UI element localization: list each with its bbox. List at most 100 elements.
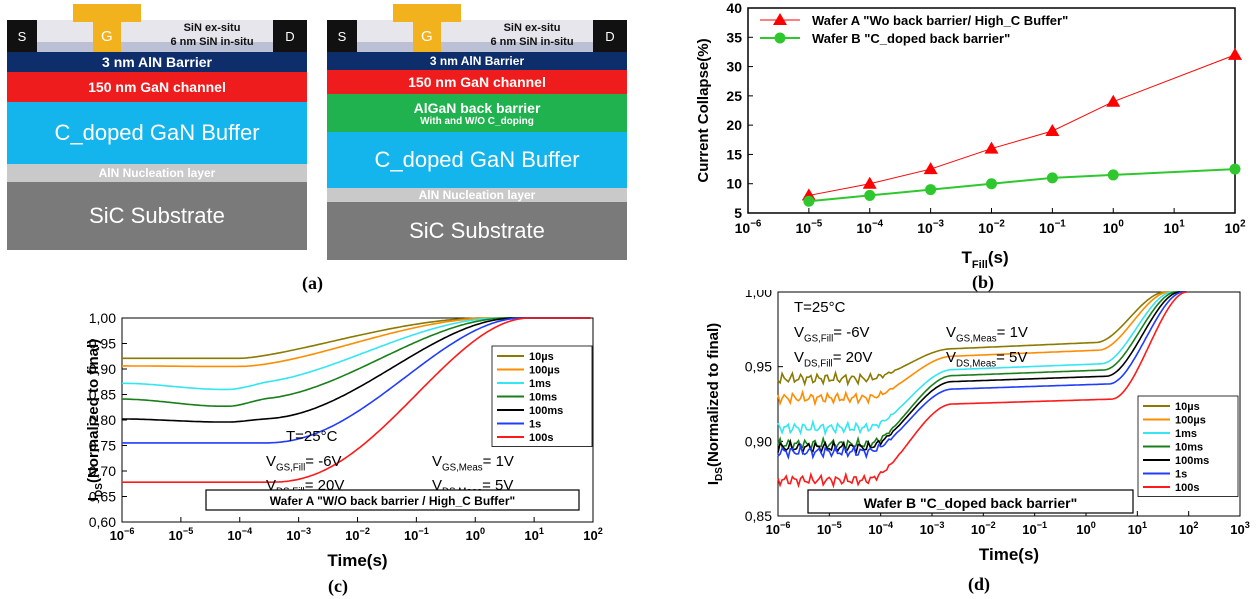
x-tick-label: 101 [1164, 219, 1186, 236]
annotation-temperature: T=25°C [286, 428, 338, 445]
x-tick-label: 10−6 [735, 219, 762, 236]
gate-contact: G [93, 20, 121, 52]
series-line-1s [777, 291, 1187, 461]
caption-d: (d) [968, 574, 990, 594]
x-tick-label: 10−1 [1022, 520, 1047, 537]
data-point-circle [1107, 169, 1119, 181]
y-tick-label: 20 [726, 117, 742, 133]
x-axis-label: Time(s) [979, 545, 1039, 564]
wafer-label-box [807, 489, 1134, 514]
structure-diagram-wafer-b: S D G SiN ex-situ 6 nm SiN in-situ 3 nm AlN B… [327, 2, 627, 260]
caption-c: (c) [328, 576, 348, 596]
y-axis-label: IDS(Normalized to final) [705, 323, 725, 485]
x-tick-label: 10−2 [971, 520, 996, 537]
x-tick-label: 10−3 [920, 520, 945, 537]
x-tick-label: 10−6 [766, 520, 791, 537]
data-point-circle [925, 184, 937, 196]
series-line-100s [122, 317, 591, 483]
x-tick-label: 100 [1076, 520, 1096, 537]
y-tick-label: 0,90 [89, 361, 116, 377]
layer-3-nm-aln-barrier: 3 nm AlN Barrier [7, 52, 307, 72]
plot-frame [777, 291, 1241, 517]
series-line-1ms [777, 291, 1187, 437]
x-tick-label: 101 [1128, 520, 1148, 537]
layer-c-doped-gan-buffer: C_doped GaN Buffer [7, 102, 307, 164]
x-axis-label: Time(s) [327, 551, 387, 570]
x-tick-label: 10−5 [796, 219, 823, 236]
series-line-10us [777, 291, 1187, 387]
layer-aln-nucleation-layer: AlN Nucleation layer [327, 188, 627, 202]
chart-b-current-collapse: 10−6 10−5 10−4 10−3 10−2 10−1 100 101 102 5 10 15 20… [695, 0, 1246, 268]
x-tick-label: 10−3 [917, 219, 944, 236]
layer-150-nm-gan-channel: 150 nm GaN channel [327, 70, 627, 94]
layer-sic-substrate: SiC Substrate [327, 202, 627, 260]
sin-insitu-layer [357, 42, 597, 52]
sin-ex-situ-label: SiN ex-situ [183, 22, 241, 34]
y-tick-label: 1,00 [89, 310, 116, 326]
wafer-label-box [205, 489, 580, 511]
y-tick-label: 10 [726, 176, 742, 192]
x-tick-label: 10−2 [345, 526, 370, 543]
x-tick-label: 10−5 [817, 520, 842, 537]
y-tick-label: 0,95 [89, 336, 116, 352]
chart-d-wafer-b-transient: 10−6 10−5 10−4 10−3 10−2 10−1 100 101 102 103 0,85… [705, 290, 1250, 564]
series-line-1s [122, 317, 591, 444]
x-tick-label: 103 [1230, 520, 1250, 537]
y-tick-label: 0,60 [89, 514, 116, 530]
source-contact: S [7, 20, 37, 52]
x-tick-label: 10−1 [404, 526, 429, 543]
drain-contact: D [273, 20, 307, 52]
legend-label: 10µs [529, 351, 554, 363]
legend-label: 100ms [529, 405, 563, 417]
annotation-vds-meas: VDS,Meas= 5V [946, 349, 1027, 370]
sin-ex-situ-label: SiN ex-situ [503, 22, 561, 34]
data-point-circle [864, 189, 876, 201]
annotation-vgs-fill: VGS,Fill= -6V [266, 453, 342, 474]
annotation-vgs-meas: VGS,Meas= 1V [946, 324, 1028, 345]
sin-in-situ-label: 6 nm SiN in-situ [490, 36, 574, 48]
data-point-circle [803, 195, 815, 207]
sin-in-situ-label: 6 nm SiN in-situ [170, 36, 254, 48]
data-point-triangle [1106, 94, 1121, 107]
y-tick-label: 15 [726, 146, 742, 162]
annotation-vds-fill: VDS,Fill= 20V [794, 349, 872, 370]
layer-sic-substrate: SiC Substrate [7, 182, 307, 250]
data-point-triangle [1228, 47, 1242, 60]
layer-aln-nucleation-layer: AlN Nucleation layer [7, 164, 307, 182]
y-tick-label: 0,85 [745, 508, 772, 524]
x-tick-label: 10−1 [1039, 219, 1066, 236]
x-axis-label: TFill(s) [962, 248, 1009, 268]
gate-head [73, 4, 141, 22]
series-line-100us [777, 291, 1187, 407]
sin-insitu-layer [37, 42, 277, 52]
y-axis-label: IDS(Normalized to final) [85, 339, 105, 501]
legend-marker [773, 13, 787, 25]
y-tick-label: 0,70 [89, 463, 116, 479]
legend-label: 10ms [529, 392, 557, 404]
x-tick-label: 10−4 [856, 219, 883, 236]
wafer-label: Wafer B "C_doped back barrier" [864, 495, 1077, 511]
legend-label: 100s [529, 432, 553, 444]
legend-label: 1ms [1175, 428, 1197, 440]
legend-label: 100µs [529, 365, 560, 377]
data-point-triangle [984, 141, 999, 154]
x-tick-label: 10−3 [286, 526, 311, 543]
legend-label: 10µs [1175, 401, 1200, 413]
series-line-100s [777, 291, 1187, 489]
x-tick-label: 102 [1179, 520, 1199, 537]
annotation-temperature: T=25°C [794, 299, 846, 316]
caption-b: (b) [972, 272, 994, 292]
legend-label: Wafer A "Wo back barrier/ High_C Buffer" [812, 13, 1068, 28]
legend-label: 100µs [1175, 415, 1206, 427]
data-point-triangle [1045, 124, 1060, 136]
y-tick-label: 0,85 [89, 387, 116, 403]
data-point-circle [986, 178, 997, 190]
gate-head [393, 4, 461, 22]
layer-c-doped-gan-buffer: C_doped GaN Buffer [327, 132, 627, 188]
layer-3-nm-aln-barrier: 3 nm AlN Barrier [327, 52, 627, 70]
y-tick-label: 40 [726, 0, 742, 16]
legend-label: 100s [1175, 482, 1199, 494]
legend-label: Wafer B "C_doped back barrier" [812, 31, 1010, 46]
data-point-triangle [862, 176, 877, 189]
y-tick-label: 5 [734, 205, 742, 221]
